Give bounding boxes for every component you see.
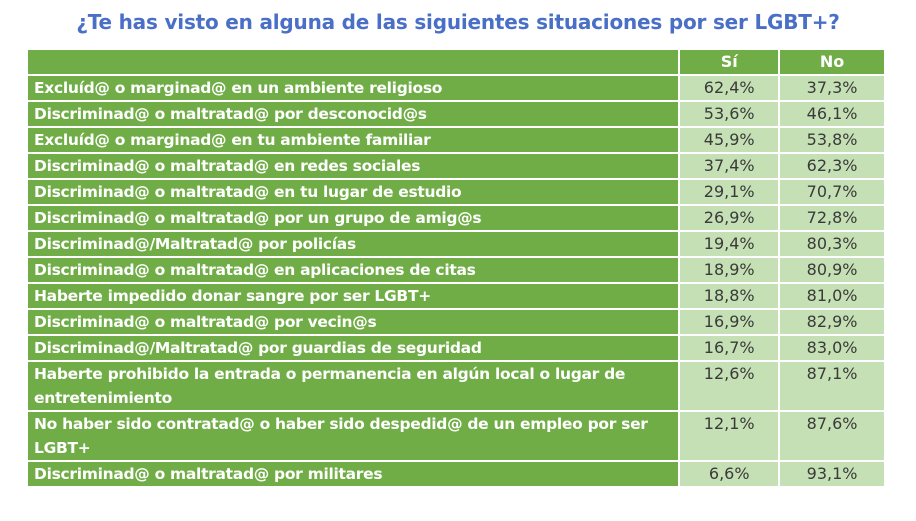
- row-label: Discriminad@ o maltratad@ por desconocid…: [25, 100, 681, 128]
- value-si: 16,9%: [678, 308, 781, 336]
- value-si: 53,6%: [678, 100, 781, 128]
- value-no: 87,6%: [778, 410, 886, 462]
- value-no: 70,7%: [778, 178, 886, 206]
- value-si: 29,1%: [678, 178, 781, 206]
- value-si: 26,9%: [678, 204, 781, 232]
- row-label: Discriminad@ o maltratad@ por un grupo d…: [25, 204, 681, 232]
- table-row: Discriminad@ o maltratad@ en tu lugar de…: [25, 178, 886, 206]
- row-label: Excluíd@ o marginad@ en un ambiente reli…: [25, 74, 681, 102]
- value-no: 46,1%: [778, 100, 886, 128]
- value-no: 82,9%: [778, 308, 886, 336]
- value-si: 19,4%: [678, 230, 781, 258]
- value-no: 37,3%: [778, 74, 886, 102]
- table-row: Discriminad@/Maltratad@ por guardias de …: [25, 334, 886, 362]
- row-label: Discriminad@ o maltratad@ en aplicacione…: [25, 256, 681, 284]
- table-row: No haber sido contratad@ o haber sido de…: [25, 410, 886, 462]
- header-row: Sí No: [25, 48, 886, 76]
- value-si: 12,1%: [678, 410, 781, 462]
- header-no: No: [778, 48, 886, 76]
- value-si: 45,9%: [678, 126, 781, 154]
- results-table: Sí No Excluíd@ o marginad@ en un ambient…: [25, 48, 886, 488]
- table-row: Haberte impedido donar sangre por ser LG…: [25, 282, 886, 310]
- row-label: Discriminad@ o maltratad@ en tu lugar de…: [25, 178, 681, 206]
- value-si: 12,6%: [678, 360, 781, 412]
- table-row: Discriminad@ o maltratad@ por vecin@s 16,…: [25, 308, 886, 336]
- row-label: Excluíd@ o marginad@ en tu ambiente fami…: [25, 126, 681, 154]
- row-label: Discriminad@ o maltratad@ por vecin@s: [25, 308, 681, 336]
- value-si: 18,9%: [678, 256, 781, 284]
- value-no: 72,8%: [778, 204, 886, 232]
- header-si: Sí: [678, 48, 781, 76]
- value-no: 53,8%: [778, 126, 886, 154]
- row-label: Haberte impedido donar sangre por ser LG…: [25, 282, 681, 310]
- row-label: Discriminad@/Maltratad@ por guardias de …: [25, 334, 681, 362]
- value-no: 81,0%: [778, 282, 886, 310]
- value-si: 16,7%: [678, 334, 781, 362]
- value-si: 62,4%: [678, 74, 781, 102]
- row-label: No haber sido contratad@ o haber sido de…: [25, 410, 681, 462]
- value-no: 93,1%: [778, 460, 886, 488]
- value-no: 80,9%: [778, 256, 886, 284]
- table-row: Discriminad@ o maltratad@ en redes socia…: [25, 152, 886, 180]
- table-row: Discriminad@ o maltratad@ en aplicacione…: [25, 256, 886, 284]
- value-no: 62,3%: [778, 152, 886, 180]
- value-no: 87,1%: [778, 360, 886, 412]
- row-label: Discriminad@ o maltratad@ en redes socia…: [25, 152, 681, 180]
- row-label: Discriminad@/Maltratad@ por policías: [25, 230, 681, 258]
- table-row: Excluíd@ o marginad@ en un ambiente reli…: [25, 74, 886, 102]
- header-label: [25, 48, 681, 76]
- table-row: Discriminad@/Maltratad@ por policías 19,4…: [25, 230, 886, 258]
- table-row: Haberte prohibido la entrada o permanenc…: [25, 360, 886, 412]
- value-si: 18,8%: [678, 282, 781, 310]
- table-row: Discriminad@ o maltratad@ por militares 6…: [25, 460, 886, 488]
- value-si: 37,4%: [678, 152, 781, 180]
- row-label: Discriminad@ o maltratad@ por militares: [25, 460, 681, 488]
- row-label: Haberte prohibido la entrada o permanenc…: [25, 360, 681, 412]
- chart-title: ¿Te has visto en alguna de las siguiente…: [76, 10, 840, 34]
- value-si: 6,6%: [678, 460, 781, 488]
- value-no: 83,0%: [778, 334, 886, 362]
- table-row: Excluíd@ o marginad@ en tu ambiente fami…: [25, 126, 886, 154]
- table-row: Discriminad@ o maltratad@ por un grupo d…: [25, 204, 886, 232]
- value-no: 80,3%: [778, 230, 886, 258]
- table-row: Discriminad@ o maltratad@ por desconocid…: [25, 100, 886, 128]
